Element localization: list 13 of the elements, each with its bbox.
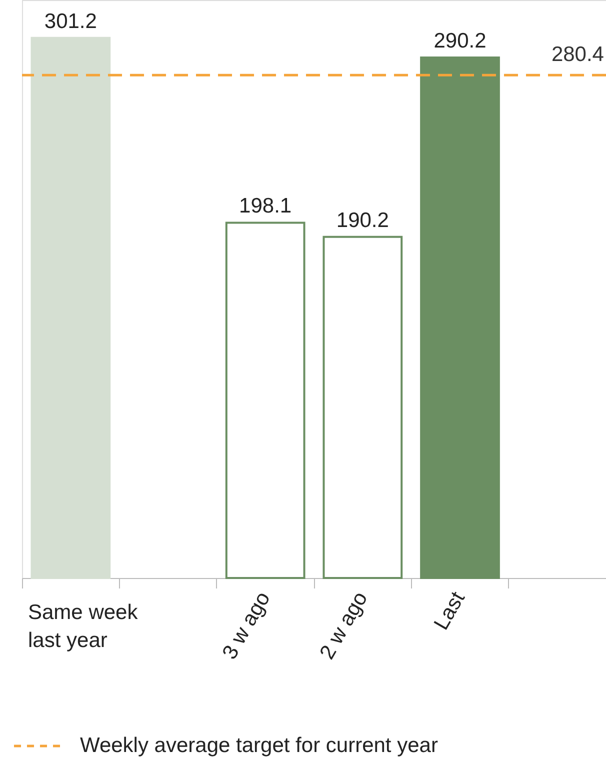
x-tick-label: Same week last year: [28, 601, 138, 652]
data-label: 290.2: [434, 30, 486, 53]
x-tick-label: 3 w ago: [218, 588, 275, 664]
ref-line-label: 280.4: [551, 43, 604, 66]
x-tick-label: 2 w ago: [315, 588, 372, 664]
data-label: 198.1: [239, 194, 292, 218]
bar: [30, 36, 111, 579]
bar: [322, 236, 403, 579]
text: Weekly average target for current year: [80, 734, 438, 757]
data-label: 190.2: [336, 208, 389, 232]
bar: [225, 222, 306, 579]
bar: [420, 56, 500, 579]
data-label: 301.2: [44, 10, 97, 33]
